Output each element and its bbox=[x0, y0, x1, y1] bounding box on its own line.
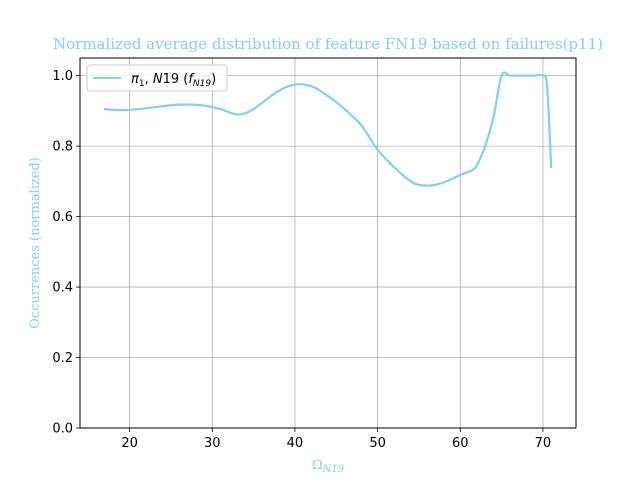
y-tick-label: 0.8 bbox=[52, 140, 73, 155]
y-axis-label: Occurrences (normalized) bbox=[28, 157, 43, 329]
legend-f-sub: N19 bbox=[193, 79, 211, 89]
x-axis-label-base: Ω bbox=[312, 458, 323, 473]
x-tick-label: 50 bbox=[369, 436, 386, 451]
legend-n-num: 19 bbox=[163, 72, 180, 87]
x-axis-label-subscript: N19 bbox=[322, 464, 345, 475]
x-tick-label: 70 bbox=[535, 436, 552, 451]
series-line bbox=[103, 71, 553, 187]
legend-comma: , bbox=[145, 72, 153, 87]
legend-label: π1, N19 (fN19) bbox=[131, 72, 216, 89]
x-tick-label: 40 bbox=[287, 436, 304, 451]
legend-open-paren: ( bbox=[179, 72, 188, 87]
y-tick-label: 0.2 bbox=[52, 351, 73, 366]
tick-layer: 20 30 40 50 60 70 0.0 0.2 0.4 0.6 0.8 1.0 bbox=[52, 69, 551, 451]
legend-pi: π bbox=[131, 72, 139, 87]
legend-pi-sub: 1 bbox=[139, 79, 145, 89]
x-tick-label: 30 bbox=[204, 436, 221, 451]
chart-title: Normalized average distribution of featu… bbox=[53, 35, 603, 53]
y-tick-label: 0.0 bbox=[52, 422, 73, 437]
plot-frame bbox=[79, 57, 577, 429]
legend: π1, N19 (fN19) bbox=[86, 64, 228, 92]
x-tick-label: 60 bbox=[452, 436, 469, 451]
y-tick-label: 0.6 bbox=[52, 210, 73, 225]
y-tick-label: 1.0 bbox=[52, 69, 73, 84]
y-tick-label: 0.4 bbox=[52, 281, 73, 296]
legend-f: f bbox=[188, 72, 195, 87]
grid bbox=[80, 58, 576, 429]
legend-box bbox=[86, 64, 228, 92]
legend-n: N bbox=[153, 72, 163, 87]
x-axis-label: ΩN19 bbox=[312, 458, 345, 475]
series-layer bbox=[103, 71, 553, 187]
legend-close-paren: ) bbox=[211, 72, 216, 87]
x-tick-label: 20 bbox=[121, 436, 138, 451]
